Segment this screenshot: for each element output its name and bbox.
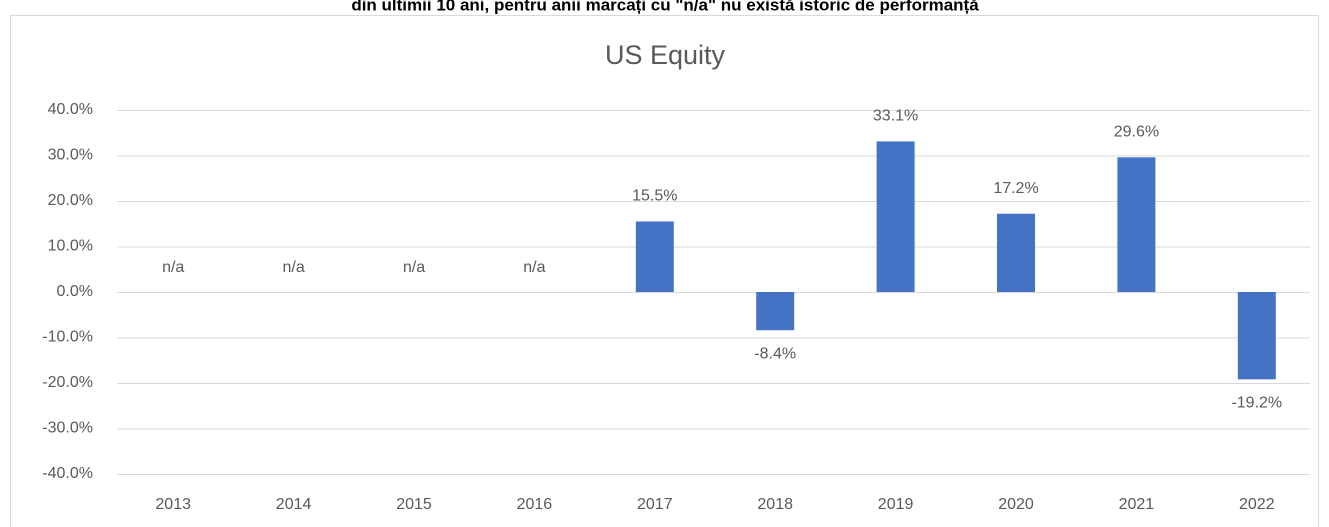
- x-tick-label: 2013: [155, 496, 191, 513]
- y-tick-label: -40.0%: [42, 465, 93, 482]
- value-label: 15.5%: [632, 188, 677, 205]
- x-tick-label: 2016: [517, 496, 553, 513]
- y-tick-label: -30.0%: [42, 420, 93, 437]
- x-tick-label: 2019: [878, 496, 914, 513]
- x-tick-label: 2017: [637, 496, 673, 513]
- y-tick-label: 10.0%: [48, 238, 93, 255]
- value-label: n/a: [403, 259, 425, 276]
- chart-subtitle: din ultimii 10 ani, pentru anii marcați …: [351, 0, 979, 14]
- x-tick-label: 2018: [757, 496, 793, 513]
- bar: [997, 213, 1035, 292]
- bar: [635, 221, 674, 292]
- y-tick-label: 30.0%: [48, 147, 93, 164]
- x-tick-label: 2014: [276, 496, 312, 513]
- bar: [876, 141, 915, 292]
- y-tick-label: 20.0%: [48, 192, 93, 209]
- x-tick-label: 2022: [1239, 496, 1275, 513]
- value-label: -8.4%: [754, 345, 796, 362]
- chart-title: US Equity: [605, 40, 726, 70]
- value-label: -19.2%: [1231, 395, 1282, 412]
- bar: [1237, 292, 1276, 380]
- value-label: n/a: [162, 259, 184, 276]
- value-label: 29.6%: [1114, 124, 1159, 141]
- y-tick-label: 0.0%: [57, 283, 93, 300]
- value-label: n/a: [282, 259, 304, 276]
- y-tick-label: -10.0%: [42, 329, 93, 346]
- y-tick-label: 40.0%: [48, 101, 93, 118]
- value-label: 17.2%: [993, 180, 1038, 197]
- x-tick-label: 2021: [1119, 496, 1155, 513]
- y-tick-label: -20.0%: [42, 374, 93, 391]
- value-label: 33.1%: [873, 108, 918, 125]
- x-tick-label: 2020: [998, 496, 1034, 513]
- bar: [1117, 157, 1156, 292]
- x-tick-label: 2015: [396, 496, 432, 513]
- bar: [756, 292, 795, 331]
- value-label: n/a: [523, 259, 545, 276]
